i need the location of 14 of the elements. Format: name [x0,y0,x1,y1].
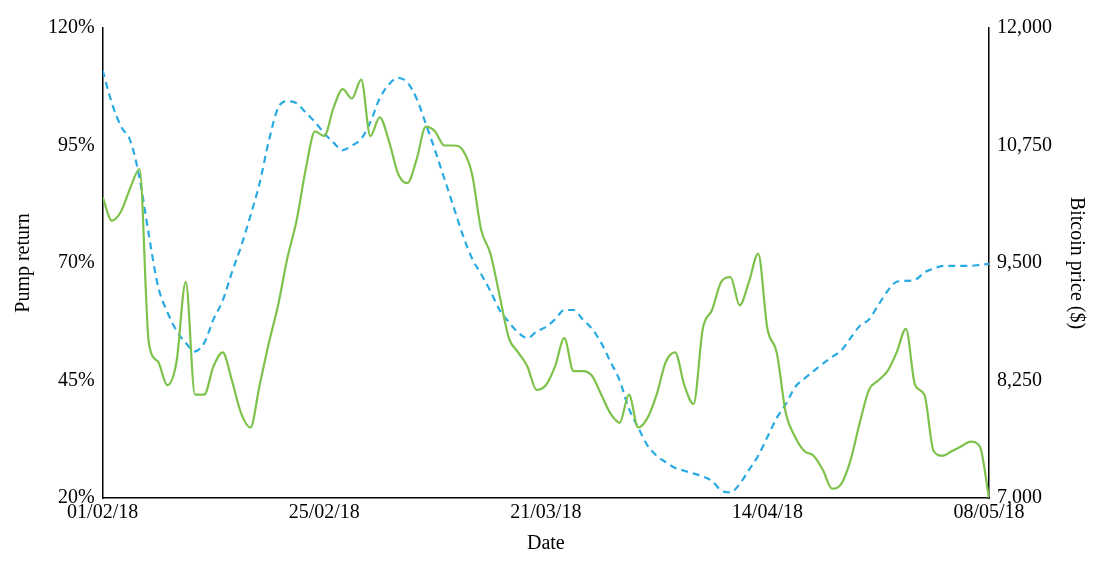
y2-tick-label: 9,500 [997,250,1042,273]
y-tick-label: 70% [57,250,95,273]
y-axis-title: Pump return [11,213,35,313]
y2-tick-label: 10,750 [997,132,1052,155]
y-tick-label: 95% [57,132,95,155]
y2-tick-label: 8,250 [997,367,1042,390]
y-tick-label: 45% [57,367,95,390]
x-tick-label: 25/02/18 [288,500,360,523]
x-tick-label: 21/03/18 [510,500,582,523]
x-axis-title: Date [526,531,565,554]
y2-axis-title: Bitcoin price ($) [1065,196,1089,330]
y2-tick-label: 12,000 [997,15,1052,38]
y-tick-label: 120% [47,15,95,38]
x-tick-label: 14/04/18 [731,500,803,523]
